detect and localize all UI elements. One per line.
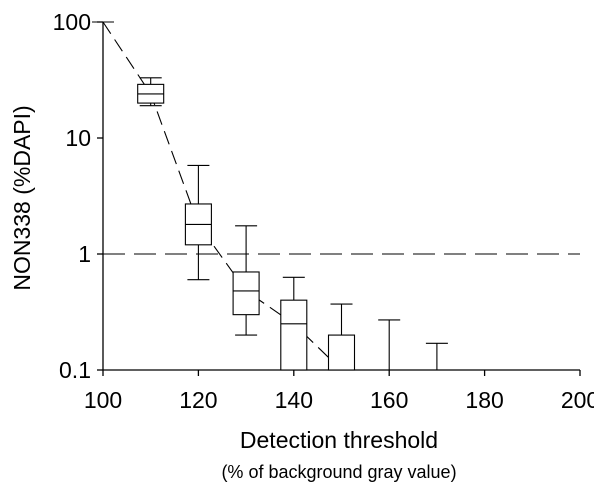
x-tick-label: 140 (275, 387, 313, 413)
x-axis-sublabel: (% of background gray value) (221, 462, 456, 482)
box-plot-item (425, 342, 448, 370)
box-plot-item (184, 164, 212, 281)
x-tick-label: 120 (179, 387, 217, 413)
y-tick-label: 1 (78, 241, 91, 267)
box-plot-item (137, 77, 165, 107)
x-tick-label: 100 (84, 387, 122, 413)
trend-line (102, 21, 342, 371)
x-axis-label: Detection threshold (240, 427, 438, 453)
y-tick-label: 10 (65, 125, 91, 151)
y-tick-label: 100 (53, 9, 91, 35)
box-plot-item (280, 276, 308, 371)
y-tick-label: 0.1 (59, 357, 91, 383)
box-plot-item (232, 225, 260, 336)
box-plot-item (327, 303, 356, 371)
box-iqr (232, 271, 260, 316)
x-tick-label: 180 (465, 387, 503, 413)
box-iqr (280, 299, 308, 371)
box-plot-item (378, 319, 401, 370)
x-tick-label: 200 (561, 387, 594, 413)
plot-area (92, 21, 581, 376)
x-tick-labels: 100 120 140 160 180 200 (84, 387, 594, 413)
y-tick-labels: 100 10 1 0.1 (53, 9, 91, 383)
box-iqr (327, 334, 356, 371)
y-axis-label: NON338 (%DAPI) (9, 105, 35, 290)
x-tick-label: 160 (370, 387, 408, 413)
